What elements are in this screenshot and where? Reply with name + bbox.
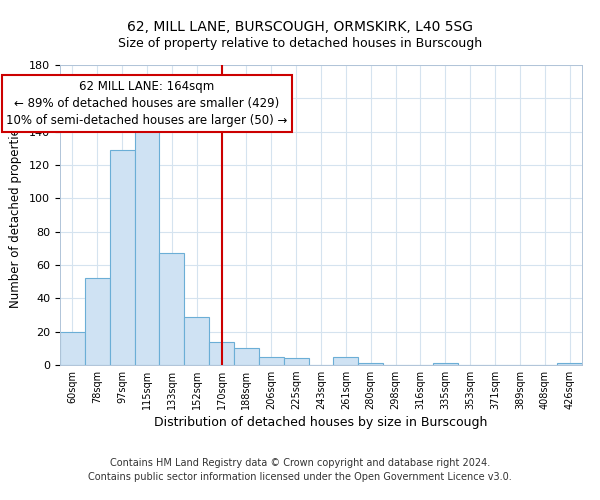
Bar xyxy=(234,348,259,365)
Bar xyxy=(557,364,582,365)
Text: 62, MILL LANE, BURSCOUGH, ORMSKIRK, L40 5SG: 62, MILL LANE, BURSCOUGH, ORMSKIRK, L40 … xyxy=(127,20,473,34)
Bar xyxy=(259,356,284,365)
Bar xyxy=(358,364,383,365)
Bar xyxy=(184,316,209,365)
Bar xyxy=(160,254,184,365)
Text: Size of property relative to detached houses in Burscough: Size of property relative to detached ho… xyxy=(118,38,482,51)
Bar xyxy=(134,126,160,365)
Text: 62 MILL LANE: 164sqm
← 89% of detached houses are smaller (429)
10% of semi-deta: 62 MILL LANE: 164sqm ← 89% of detached h… xyxy=(7,80,287,127)
Bar xyxy=(334,356,358,365)
Bar xyxy=(85,278,110,365)
Bar xyxy=(110,150,134,365)
Bar xyxy=(209,342,234,365)
X-axis label: Distribution of detached houses by size in Burscough: Distribution of detached houses by size … xyxy=(154,416,488,430)
Bar xyxy=(433,364,458,365)
Text: Contains HM Land Registry data © Crown copyright and database right 2024.
Contai: Contains HM Land Registry data © Crown c… xyxy=(88,458,512,482)
Bar xyxy=(284,358,308,365)
Y-axis label: Number of detached properties: Number of detached properties xyxy=(9,122,22,308)
Bar xyxy=(60,332,85,365)
